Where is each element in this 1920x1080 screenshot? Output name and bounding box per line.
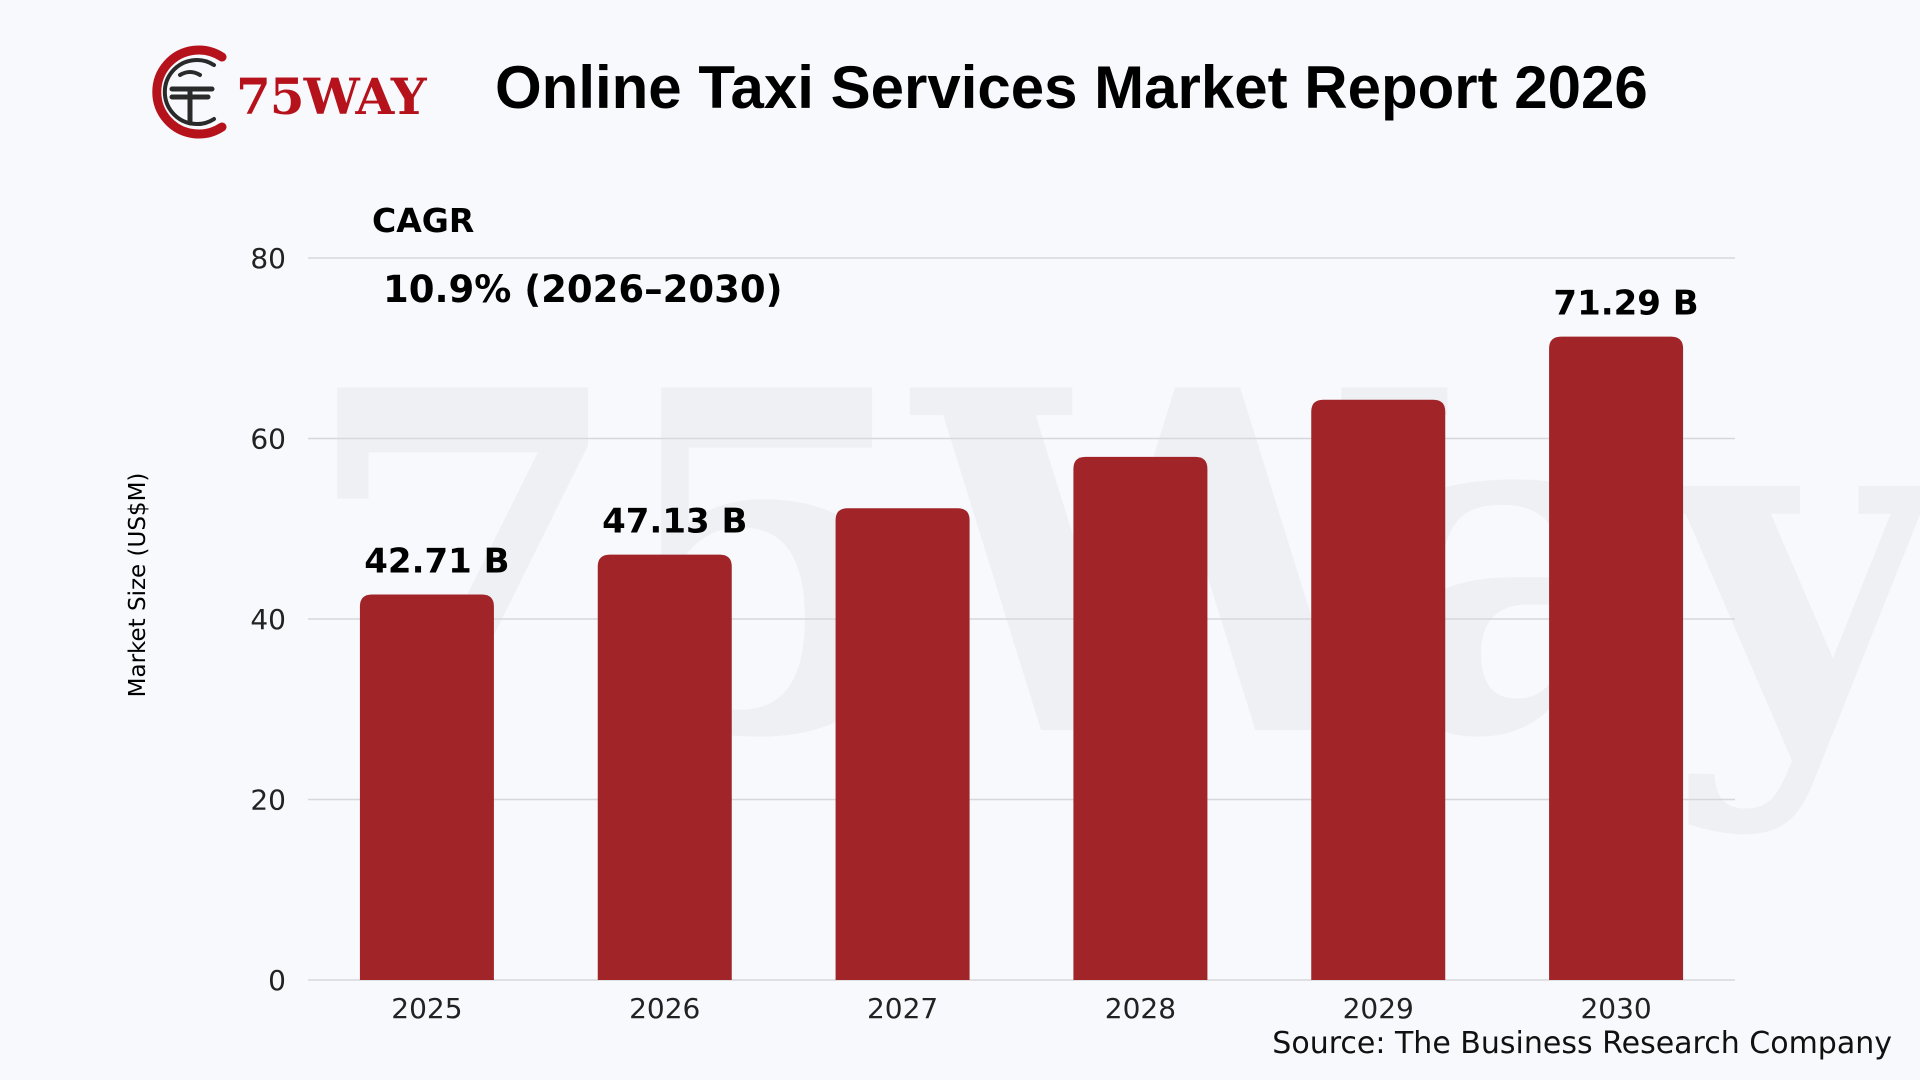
x-tick-label: 2025 — [391, 992, 462, 1025]
grid-lines — [308, 257, 1735, 981]
y-axis-title: Market Size (US$M) — [125, 473, 151, 698]
bars — [359, 336, 1684, 981]
y-tick-label: 40 — [250, 603, 286, 636]
data-label: 71.29 B — [1553, 284, 1698, 324]
x-tick-label: 2029 — [1343, 992, 1414, 1025]
bar-2029 — [1311, 399, 1446, 981]
cagr-label: CAGR — [372, 201, 475, 240]
y-tick-label: 0 — [268, 964, 286, 997]
bar-2025 — [359, 594, 494, 980]
data-label: 42.71 B — [364, 542, 509, 582]
cagr-value: 10.9% (2026–2030) — [383, 268, 783, 311]
x-tick-label: 2027 — [867, 992, 938, 1025]
bar-2027 — [835, 508, 970, 980]
brand-logo: 75WAY — [150, 45, 430, 145]
y-tick-label: 60 — [250, 423, 286, 456]
y-tick-label: 20 — [250, 784, 286, 817]
page-title: Online Taxi Services Market Report 2026 — [495, 54, 1648, 121]
data-labels: 42.71 B 47.13 B 71.29 B — [364, 284, 1698, 582]
data-label: 47.13 B — [602, 502, 747, 542]
y-tick-label: 80 — [250, 242, 286, 275]
bar-2028 — [1073, 456, 1208, 980]
bar-2030 — [1549, 336, 1684, 980]
taxi-rupee-logo-icon — [152, 45, 227, 139]
x-tick-label: 2030 — [1580, 992, 1651, 1025]
brand-logo-text: 75WAY — [236, 67, 427, 126]
bar-2026 — [597, 554, 732, 980]
x-axis-ticks: 2025 2026 2027 2028 2029 2030 — [391, 992, 1651, 1025]
x-tick-label: 2026 — [629, 992, 700, 1025]
source-note: Source: The Business Research Company — [1272, 1026, 1892, 1061]
y-axis-ticks: 0 20 40 60 80 — [250, 242, 286, 997]
x-tick-label: 2028 — [1105, 992, 1176, 1025]
